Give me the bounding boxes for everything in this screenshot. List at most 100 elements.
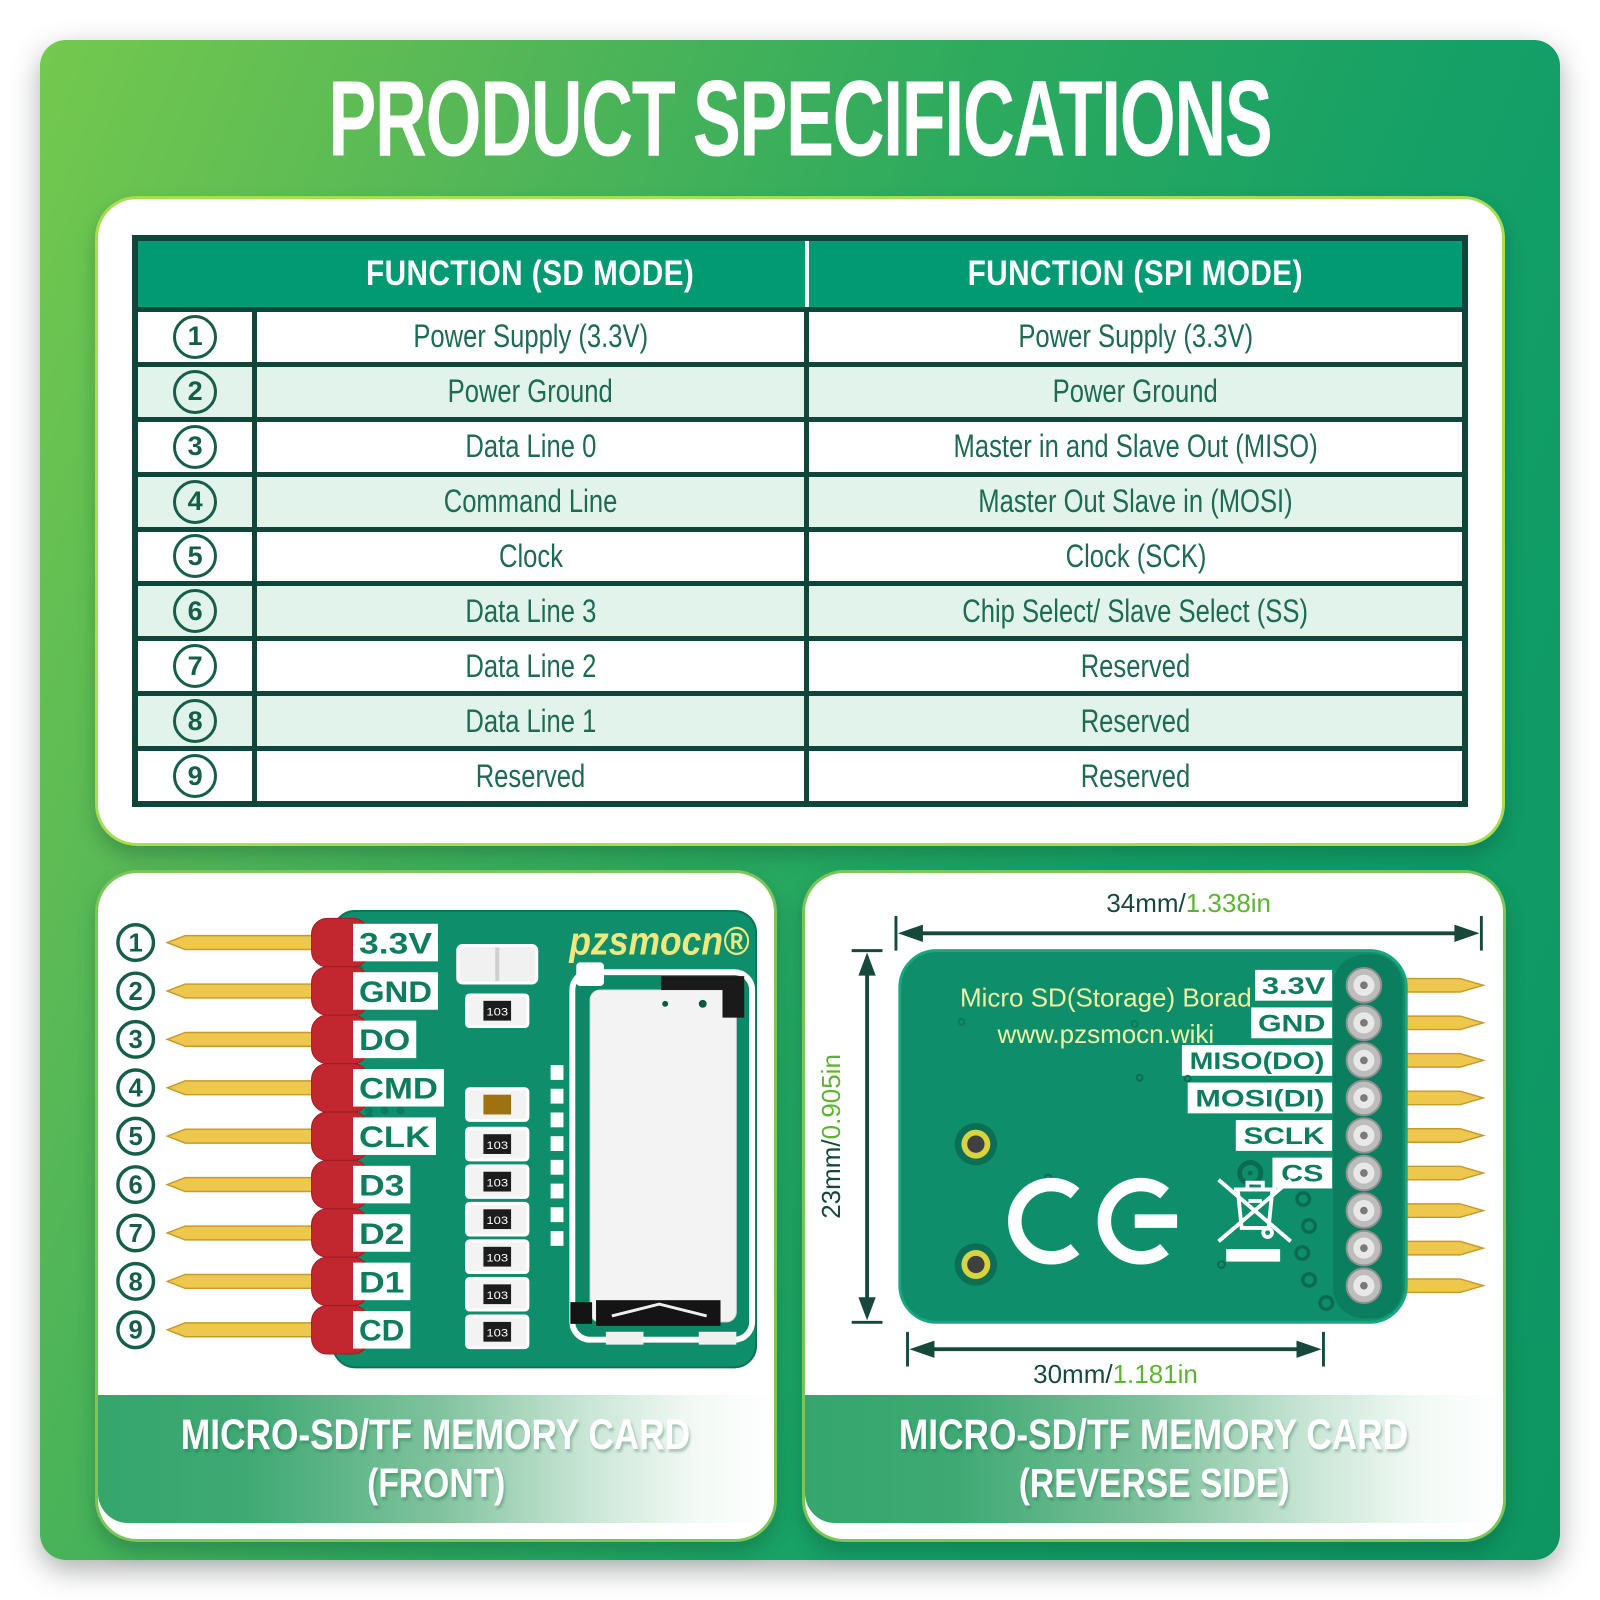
pin-number-badge: 7 — [173, 644, 218, 689]
svg-text:30mm/1.181in: 30mm/1.181in — [1033, 1359, 1198, 1389]
pin-label: D1 — [359, 1266, 404, 1299]
resistor: 103 — [465, 1314, 530, 1349]
sd-mode-cell: Data Line 3 — [252, 581, 810, 642]
pin-number-cell: 1 — [132, 307, 258, 367]
resistor-label: 103 — [486, 1290, 508, 1302]
spi-mode-cell: Chip Select/ Slave Select (SS) — [804, 581, 1468, 642]
sd-mode-cell: Power Supply (3.3V) — [252, 307, 810, 367]
reverse-pad-labels: 3.3V GND MISO(DO) MOSI(DI) SCLK CS — [1181, 969, 1333, 1189]
front-caption-line1: MICRO-SD/TF MEMORY CARD — [181, 1410, 691, 1459]
spi-mode-cell: Power Supply (3.3V) — [804, 307, 1468, 367]
pin-number-cell: 6 — [132, 581, 258, 642]
pin — [1405, 1015, 1486, 1030]
page-title-text: PRODUCT SPECIFICATIONS — [328, 58, 1272, 180]
table-row: 9 Reserved Reserved — [132, 746, 1468, 807]
pin-number-cell: 9 — [132, 746, 258, 807]
sd-mode-cell: Reserved — [252, 746, 810, 807]
pin-number: 5 — [129, 1123, 143, 1151]
solder-pad — [1345, 1191, 1383, 1229]
sd-card-slot — [550, 962, 756, 1345]
resistor-label: 103 — [486, 1177, 508, 1189]
ce-mark-icon — [1008, 1177, 1178, 1265]
pin-number: 9 — [129, 1317, 143, 1345]
solder-pad — [1345, 1116, 1383, 1154]
resistor: 103 — [465, 1276, 530, 1312]
pin-number: 2 — [129, 978, 143, 1006]
page-title: PRODUCT SPECIFICATIONS — [40, 58, 1560, 179]
pin-label: DO — [359, 1024, 410, 1057]
pin-number-cell: 3 — [132, 416, 258, 477]
dimension-left: 23mm/0.905in — [817, 948, 883, 1324]
pin — [1405, 1277, 1486, 1293]
pin-number: 6 — [129, 1171, 143, 1199]
front-caption-line2: (FRONT) — [366, 1460, 506, 1507]
pin-number-badge: 9 — [173, 754, 218, 798]
pin-number: 4 — [129, 1075, 144, 1103]
resistor: 103 — [465, 1239, 530, 1274]
pin-label: CMD — [359, 1072, 438, 1105]
pin-number-cell: 5 — [132, 526, 258, 587]
solder-pad — [1345, 1267, 1383, 1304]
spi-mode-cell: Power Ground — [804, 361, 1468, 422]
solder-pad — [1345, 1079, 1383, 1116]
sd-mode-cell: Data Line 1 — [252, 691, 810, 751]
reverse-caption-line1: MICRO-SD/TF MEMORY CARD — [899, 1410, 1409, 1459]
spi-mode-cell: Master Out Slave in (MOSI) — [804, 471, 1468, 532]
pin — [1405, 977, 1486, 993]
pin-number-cell: 4 — [132, 471, 258, 532]
pad-label: MISO(DO) — [1190, 1048, 1325, 1075]
table-row: 4 Command Line Master Out Slave in (MOSI) — [132, 471, 1468, 532]
resistor-label: 103 — [486, 1007, 508, 1019]
pad-label: 3.3V — [1262, 973, 1326, 1000]
resistor: 103 — [465, 1164, 530, 1199]
spec-table: FUNCTION (SD MODE) FUNCTION (SPI MODE) 1… — [132, 235, 1468, 807]
table-row: 2 Power Ground Power Ground — [132, 361, 1468, 422]
pin-number-badge: 8 — [173, 699, 218, 744]
resistor-label: 103 — [486, 1328, 508, 1340]
pin — [1405, 1090, 1486, 1106]
brand-logo: pzsmocn® — [568, 919, 749, 963]
pin — [1405, 1165, 1486, 1181]
solder-pad — [1345, 1154, 1383, 1191]
dim-top-in: 1.338in — [1186, 889, 1271, 918]
table-row: 1 Power Supply (3.3V) Power Supply (3.3V) — [132, 307, 1468, 367]
resistor-label: 103 — [486, 1140, 508, 1152]
spi-mode-cell: Reserved — [804, 746, 1468, 807]
pin-number-badge: 5 — [173, 534, 218, 579]
table-row: 8 Data Line 1 Reserved — [132, 691, 1468, 751]
board-url-silkscreen: www.pzsmocn.wiki — [997, 1019, 1215, 1049]
pin-number-badge: 1 — [173, 314, 218, 359]
pin-number: 7 — [129, 1220, 143, 1248]
resistor-label: 103 — [486, 1215, 508, 1227]
pin-number-cell: 2 — [132, 361, 258, 422]
table-row: 6 Data Line 3 Chip Select/ Slave Select (S… — [132, 581, 1468, 642]
table-header-spi-mode: FUNCTION (SPI MODE) — [804, 238, 1465, 312]
pad-label: SCLK — [1244, 1123, 1326, 1150]
dim-left-mm: 23mm/ — [817, 1138, 846, 1218]
capacitor-tan — [465, 1087, 530, 1122]
mounting-hole — [954, 1122, 998, 1165]
front-pins — [165, 934, 348, 1338]
table-row: 5 Clock Clock (SCK) — [132, 526, 1468, 587]
pin-label: CLK — [359, 1121, 431, 1154]
smd-components: 103 103 103 103 103 103 103 — [456, 943, 539, 1349]
dim-bottom-mm: 30mm/ — [1033, 1359, 1113, 1389]
sd-mode-cell: Power Ground — [252, 361, 810, 422]
table-header-pin — [135, 238, 255, 312]
dim-left-in: 0.905in — [817, 1054, 846, 1139]
table-header-sd-mode: FUNCTION (SD MODE) — [254, 238, 809, 312]
resistor: 103 — [465, 993, 530, 1028]
pin — [1405, 1240, 1486, 1256]
front-board-panel: 1 2 3 4 5 6 7 8 9 3.3V GND DO CMD CLK — [95, 870, 777, 1542]
spi-mode-cell: Master in and Slave Out (MISO) — [804, 416, 1468, 477]
table-row: 3 Data Line 0 Master in and Slave Out (MIS… — [132, 416, 1468, 477]
sd-mode-cell: Command Line — [252, 471, 810, 532]
spec-table-panel: FUNCTION (SD MODE) FUNCTION (SPI MODE) 1… — [95, 196, 1505, 846]
solder-pad — [1345, 1004, 1383, 1041]
front-caption-band: MICRO-SD/TF MEMORY CARD (FRONT) — [98, 1395, 774, 1523]
slot-lock-lever — [661, 975, 745, 1018]
pcb-reverse — [898, 948, 1408, 1324]
spi-mode-cell: Reserved — [804, 636, 1468, 697]
table-header-row: FUNCTION (SD MODE) FUNCTION (SPI MODE) — [135, 238, 1465, 312]
pin-label: D2 — [359, 1218, 404, 1251]
